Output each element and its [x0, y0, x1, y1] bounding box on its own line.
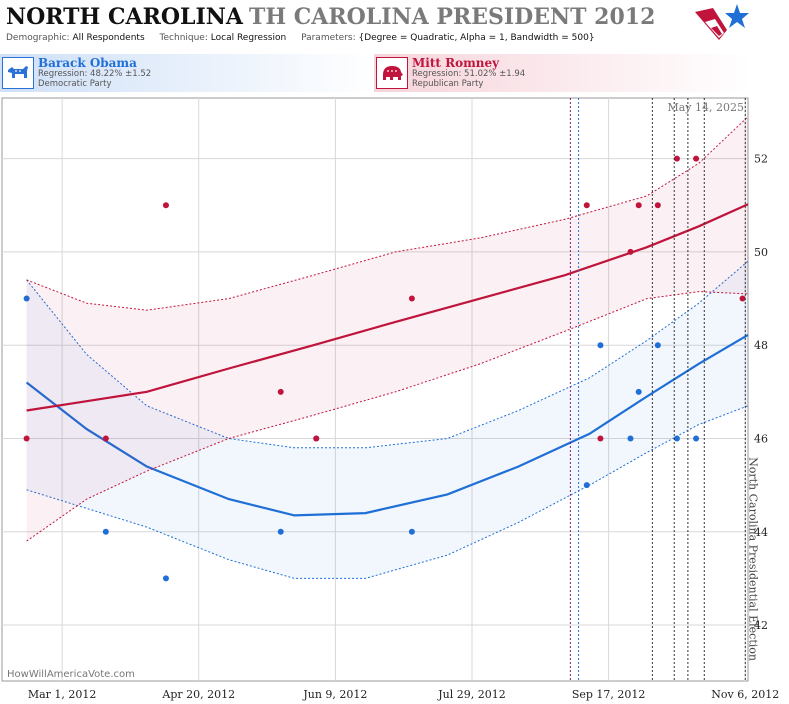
- page-title: NORTH CAROLINA TH CAROLINA PRESIDENT 2012: [6, 4, 655, 30]
- candidate-party: Democratic Party: [38, 79, 112, 89]
- y-tick-label: 48: [754, 339, 768, 352]
- candidate-name: Mitt Romney: [412, 56, 500, 70]
- x-tick-label: Jul 29, 2012: [437, 688, 506, 701]
- regression-line: [25, 333, 749, 517]
- band-lower-line: [26, 291, 749, 542]
- poll-point: [583, 482, 590, 489]
- candidate-regression: Regression: 48.22% ±1.52: [38, 69, 152, 79]
- poll-point: [597, 342, 604, 349]
- demographic-value: All Respondents: [72, 33, 145, 43]
- poll-point: [654, 202, 661, 209]
- candidate-party: Republican Party: [412, 79, 484, 89]
- candidate-name: Barack Obama: [38, 56, 137, 70]
- band-lower-line: [26, 405, 749, 579]
- poll-point: [23, 295, 30, 302]
- poll-point: [23, 435, 30, 442]
- technique-value: Local Regression: [210, 33, 287, 43]
- poll-point: [627, 248, 634, 255]
- poll-point: [654, 342, 661, 349]
- x-tick-label: Jun 9, 2012: [302, 688, 367, 701]
- candidate-regression: Regression: 51.02% ±1.94: [412, 69, 526, 79]
- y-tick-label: 46: [754, 432, 768, 445]
- site-logo-icon: [695, 4, 749, 40]
- poll-point: [313, 435, 320, 442]
- x-tick-label: Sep 17, 2012: [572, 688, 646, 701]
- poll-point: [673, 435, 680, 442]
- plot-frame: [1, 97, 749, 682]
- confidence-band: [26, 261, 749, 579]
- regression-chart: 42 44 46 48 50 52 Mar 1, 2012 Apr 20, 2012 Jun 9…: [1, 97, 779, 701]
- band-upper-line: [26, 260, 749, 449]
- election-label: North Carolina Presidential Election: [746, 457, 759, 661]
- poll-point: [277, 528, 284, 535]
- candidate-bar: Barack Obama Regression: 48.22% ±1.52 De…: [0, 54, 789, 92]
- poll-point: [162, 202, 169, 209]
- candidate-romney: Mitt Romney Regression: 51.02% ±1.94 Rep…: [374, 54, 750, 92]
- poll-point: [583, 202, 590, 209]
- poll-point: [102, 435, 109, 442]
- y-tick-label: 42: [754, 619, 768, 632]
- parameters-value: {Degree = Quadratic, Alpha = 1, Bandwidt…: [358, 33, 595, 43]
- y-tick-label: 52: [754, 153, 768, 166]
- technique-label: Technique:: [159, 33, 208, 43]
- elephant-icon: [376, 57, 408, 89]
- demographic-label: Demographic:: [6, 33, 70, 43]
- poll-point: [673, 155, 680, 162]
- y-tick-label: 44: [754, 526, 768, 539]
- poll-point: [102, 528, 109, 535]
- x-tick-label: Mar 1, 2012: [28, 688, 97, 701]
- poll-point: [277, 388, 284, 395]
- poll-point: [408, 528, 415, 535]
- poll-point: [693, 435, 700, 442]
- poll-point: [627, 435, 634, 442]
- poll-point: [408, 295, 415, 302]
- poll-point: [635, 388, 642, 395]
- poll-point: [739, 295, 746, 302]
- parameters-line: Demographic: All Respondents Technique: …: [6, 33, 607, 43]
- date-stamp: May 14, 2025: [667, 101, 744, 114]
- y-tick-label: 50: [754, 246, 768, 259]
- band-upper-line: [26, 116, 749, 311]
- poll-point: [162, 575, 169, 582]
- poll-point: [693, 155, 700, 162]
- page-header: NORTH CAROLINA TH CAROLINA PRESIDENT 2012…: [0, 0, 789, 50]
- site-credit: HowWillAmericaVote.com: [7, 669, 135, 680]
- x-tick-label: Apr 20, 2012: [161, 688, 235, 701]
- x-tick-label: Nov 6, 2012: [711, 688, 779, 701]
- poll-point: [635, 202, 642, 209]
- confidence-band: [26, 116, 749, 542]
- poll-point: [597, 435, 604, 442]
- donkey-icon: [2, 57, 34, 89]
- regression-line: [26, 203, 749, 412]
- candidate-obama: Barack Obama Regression: 48.22% ±1.52 De…: [0, 54, 376, 92]
- title-state: NORTH CAROLINA: [6, 4, 243, 30]
- title-rest: TH CAROLINA PRESIDENT 2012: [248, 4, 656, 30]
- parameters-label: Parameters:: [301, 33, 356, 43]
